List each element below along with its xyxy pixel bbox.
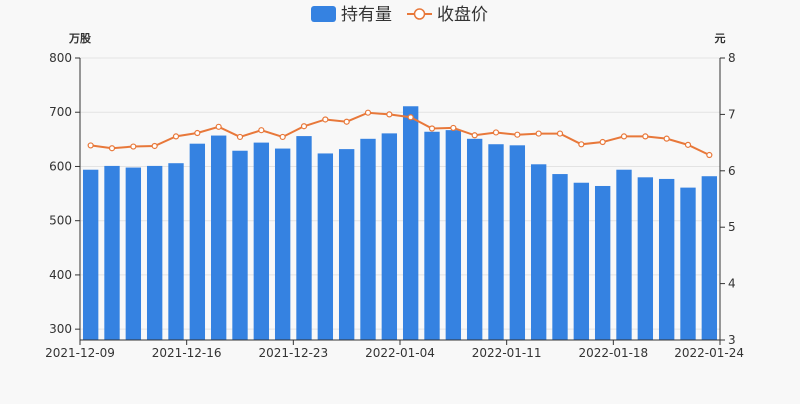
x-axis-tick-label: 2022-01-24 [674, 346, 744, 360]
bar[interactable] [104, 165, 120, 340]
bar[interactable] [338, 149, 355, 340]
bar[interactable] [82, 169, 99, 340]
x-axis-tick-label: 2021-12-09 [45, 346, 115, 360]
bar[interactable] [424, 131, 440, 340]
price-point[interactable] [194, 129, 201, 137]
legend-bar-label: 持有量 [341, 5, 392, 25]
bar[interactable] [637, 177, 654, 340]
left-axis-unit-label: 万股 [68, 32, 92, 45]
bar[interactable] [616, 169, 632, 340]
bar[interactable] [296, 136, 312, 340]
bar[interactable] [317, 153, 334, 340]
left-axis-tick-label: 500 [49, 214, 72, 228]
bar[interactable] [381, 133, 398, 340]
bar[interactable] [680, 187, 696, 340]
right-axis-tick-label: 8 [728, 51, 736, 65]
x-axis-tick-label: 2022-01-11 [472, 346, 542, 360]
price-point[interactable] [706, 151, 713, 159]
bar[interactable] [146, 165, 163, 340]
price-point[interactable] [535, 130, 542, 137]
bar[interactable] [701, 176, 718, 340]
right-axis-tick-label: 4 [728, 277, 736, 291]
legend[interactable]: 持有量 收盘价 [311, 5, 488, 25]
bar[interactable] [445, 130, 462, 340]
right-axis-unit-label: 元 [715, 32, 726, 45]
x-axis-tick-label: 2022-01-04 [365, 346, 435, 360]
price-point[interactable] [556, 130, 564, 137]
right-axis-tick-label: 7 [728, 107, 736, 121]
price-point[interactable] [236, 133, 244, 141]
price-point[interactable] [172, 133, 180, 140]
price-point[interactable] [663, 135, 670, 142]
bar-series [82, 106, 718, 340]
bar[interactable] [253, 142, 270, 340]
price-point[interactable] [407, 114, 414, 121]
bar[interactable] [594, 185, 611, 340]
price-point[interactable] [599, 138, 606, 146]
price-point[interactable] [578, 141, 585, 148]
bar[interactable] [402, 106, 419, 340]
price-point[interactable] [471, 132, 478, 139]
line-series [87, 109, 713, 159]
left-axis-tick-label: 800 [49, 51, 72, 65]
bar[interactable] [168, 163, 184, 340]
bar[interactable] [509, 145, 526, 340]
bar[interactable] [189, 143, 206, 340]
x-axis-tick-label: 2021-12-16 [152, 346, 222, 360]
legend-line-marker [413, 8, 426, 20]
price-point[interactable] [450, 124, 457, 132]
bar[interactable] [232, 150, 248, 340]
right-axis-tick-label: 3 [728, 333, 736, 347]
price-point[interactable] [684, 141, 692, 148]
legend-line-label: 收盘价 [437, 5, 488, 25]
bar[interactable] [552, 174, 568, 340]
price-point[interactable] [300, 123, 308, 130]
left-axis-tick-label: 700 [49, 105, 72, 119]
grid-lines [80, 57, 720, 330]
left-axis-tick-label: 600 [49, 159, 72, 173]
legend-item-line[interactable]: 收盘价 [407, 5, 488, 25]
axes: 300 400 500 600 700 800 3 4 5 6 7 8 2021-12-09 2021-1… [45, 51, 744, 360]
price-line [90, 111, 710, 156]
bar[interactable] [360, 138, 376, 340]
price-point[interactable] [87, 142, 94, 149]
bar[interactable] [210, 135, 227, 340]
bar[interactable] [125, 167, 142, 340]
price-point[interactable] [620, 133, 628, 140]
price-point[interactable] [258, 127, 265, 134]
price-point[interactable] [151, 142, 158, 150]
price-point[interactable] [108, 145, 116, 152]
legend-item-bar[interactable]: 持有量 [311, 5, 392, 25]
bar[interactable] [466, 138, 483, 340]
legend-bar-swatch [311, 6, 336, 22]
price-point[interactable] [428, 125, 436, 132]
right-axis-tick-label: 6 [728, 164, 736, 178]
right-axis-tick-label: 5 [728, 220, 736, 234]
bar[interactable] [274, 148, 291, 340]
price-point[interactable] [364, 109, 372, 116]
price-point[interactable] [492, 129, 500, 136]
bar[interactable] [658, 178, 675, 340]
price-point[interactable] [322, 116, 329, 123]
x-axis-tick-label: 2022-01-18 [578, 346, 648, 360]
price-point[interactable] [386, 111, 393, 118]
price-point[interactable] [642, 133, 649, 140]
left-axis-tick-label: 400 [49, 268, 72, 282]
price-point[interactable] [343, 118, 350, 125]
left-axis-tick-label: 300 [49, 322, 72, 336]
x-axis-tick-label: 2021-12-23 [258, 346, 328, 360]
bar[interactable] [530, 164, 547, 340]
price-point[interactable] [279, 133, 286, 141]
price-point[interactable] [130, 143, 137, 150]
price-point[interactable] [215, 123, 222, 130]
bar[interactable] [573, 182, 590, 340]
bar[interactable] [488, 144, 504, 340]
price-point[interactable] [514, 131, 521, 138]
